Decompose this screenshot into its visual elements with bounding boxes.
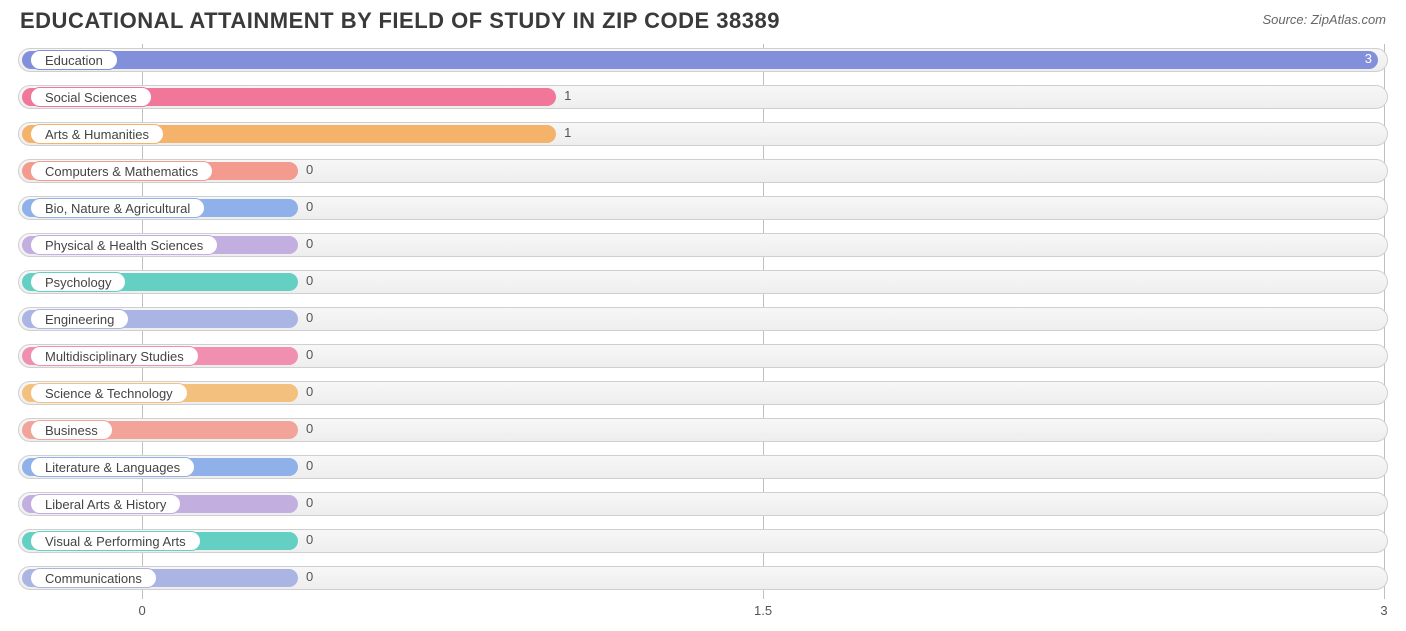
bar-row: Literature & Languages 0 [18, 451, 1388, 483]
bar-value: 0 [306, 273, 313, 288]
bar-row: Psychology 0 [18, 266, 1388, 298]
bar-label-pill: Multidisciplinary Studies [30, 346, 199, 366]
bar-value: 0 [306, 495, 313, 510]
bar-label-pill: Psychology [30, 272, 126, 292]
bar-value: 1 [564, 88, 571, 103]
bar-label-pill: Social Sciences [30, 87, 152, 107]
bar-row: Visual & Performing Arts 0 [18, 525, 1388, 557]
bar-row: Communications 0 [18, 562, 1388, 594]
bar-label-pill: Business [30, 420, 113, 440]
bar-label-pill: Computers & Mathematics [30, 161, 213, 181]
bar-value: 0 [306, 347, 313, 362]
bar-label-pill: Literature & Languages [30, 457, 195, 477]
x-tick-label: 3 [1380, 603, 1387, 618]
bar-row: Arts & Humanities 1 [18, 118, 1388, 150]
bar-label-pill: Liberal Arts & History [30, 494, 181, 514]
x-tick-label: 0 [139, 603, 146, 618]
chart-header: EDUCATIONAL ATTAINMENT BY FIELD OF STUDY… [0, 0, 1406, 38]
bar-value: 0 [306, 421, 313, 436]
chart-source: Source: ZipAtlas.com [1262, 8, 1386, 27]
bar-fill [22, 51, 1378, 69]
bar-value: 0 [306, 236, 313, 251]
bar-label-pill: Physical & Health Sciences [30, 235, 218, 255]
bar-row: Social Sciences 1 [18, 81, 1388, 113]
bar-value: 0 [306, 569, 313, 584]
bar-row: Bio, Nature & Agricultural 0 [18, 192, 1388, 224]
bar-row: Liberal Arts & History 0 [18, 488, 1388, 520]
bar-row: Physical & Health Sciences 0 [18, 229, 1388, 261]
bar-label-pill: Science & Technology [30, 383, 188, 403]
bar-row: Business 0 [18, 414, 1388, 446]
bar-label-pill: Visual & Performing Arts [30, 531, 201, 551]
bar-label-pill: Arts & Humanities [30, 124, 164, 144]
bar-label-pill: Engineering [30, 309, 129, 329]
bar-row: Multidisciplinary Studies 0 [18, 340, 1388, 372]
bar-row: Computers & Mathematics 0 [18, 155, 1388, 187]
bar-label-pill: Bio, Nature & Agricultural [30, 198, 205, 218]
bar-value: 0 [306, 384, 313, 399]
bar-row: Education 3 [18, 44, 1388, 76]
bar-value: 0 [306, 199, 313, 214]
bar-row: Science & Technology 0 [18, 377, 1388, 409]
x-tick-label: 1.5 [754, 603, 772, 618]
bar-value: 0 [306, 532, 313, 547]
bar-row: Engineering 0 [18, 303, 1388, 335]
x-axis: 01.53 [18, 599, 1388, 625]
chart-area: Education3Social Sciences1Arts & Humanit… [18, 44, 1388, 625]
bar-value: 0 [306, 310, 313, 325]
bar-value: 1 [564, 125, 571, 140]
bar-label-pill: Communications [30, 568, 157, 588]
bar-value: 0 [306, 162, 313, 177]
bar-label-pill: Education [30, 50, 118, 70]
chart-title: EDUCATIONAL ATTAINMENT BY FIELD OF STUDY… [20, 8, 780, 34]
bar-value: 0 [306, 458, 313, 473]
bar-value: 3 [1365, 51, 1372, 66]
